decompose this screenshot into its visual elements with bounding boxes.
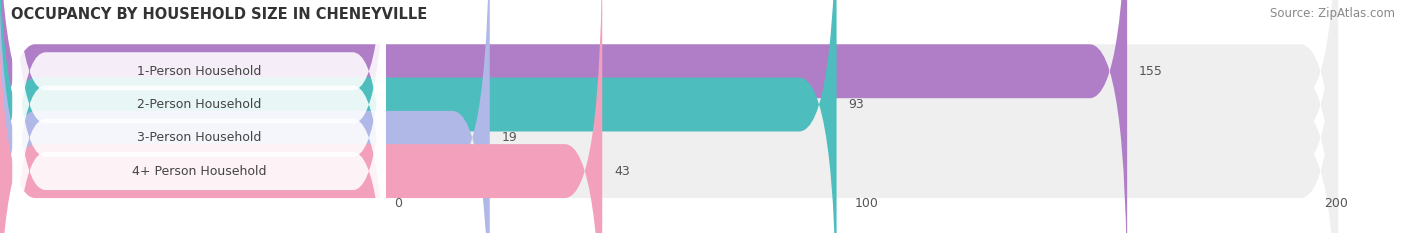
Text: 155: 155	[1139, 65, 1163, 78]
Text: 2-Person Household: 2-Person Household	[136, 98, 262, 111]
FancyBboxPatch shape	[0, 0, 1128, 233]
Text: 4+ Person Household: 4+ Person Household	[132, 164, 266, 178]
FancyBboxPatch shape	[0, 0, 1339, 233]
FancyBboxPatch shape	[13, 0, 385, 233]
Text: 3-Person Household: 3-Person Household	[136, 131, 262, 144]
FancyBboxPatch shape	[13, 0, 385, 233]
FancyBboxPatch shape	[0, 0, 1339, 233]
Text: 1-Person Household: 1-Person Household	[136, 65, 262, 78]
FancyBboxPatch shape	[0, 0, 837, 233]
FancyBboxPatch shape	[0, 0, 1339, 233]
FancyBboxPatch shape	[13, 0, 385, 233]
Text: 93: 93	[848, 98, 865, 111]
Text: 19: 19	[502, 131, 517, 144]
Text: OCCUPANCY BY HOUSEHOLD SIZE IN CHENEYVILLE: OCCUPANCY BY HOUSEHOLD SIZE IN CHENEYVIL…	[11, 7, 427, 22]
FancyBboxPatch shape	[0, 0, 602, 233]
FancyBboxPatch shape	[13, 0, 385, 233]
Text: Source: ZipAtlas.com: Source: ZipAtlas.com	[1270, 7, 1395, 20]
FancyBboxPatch shape	[0, 0, 489, 233]
FancyBboxPatch shape	[0, 0, 1339, 233]
Text: 43: 43	[614, 164, 630, 178]
